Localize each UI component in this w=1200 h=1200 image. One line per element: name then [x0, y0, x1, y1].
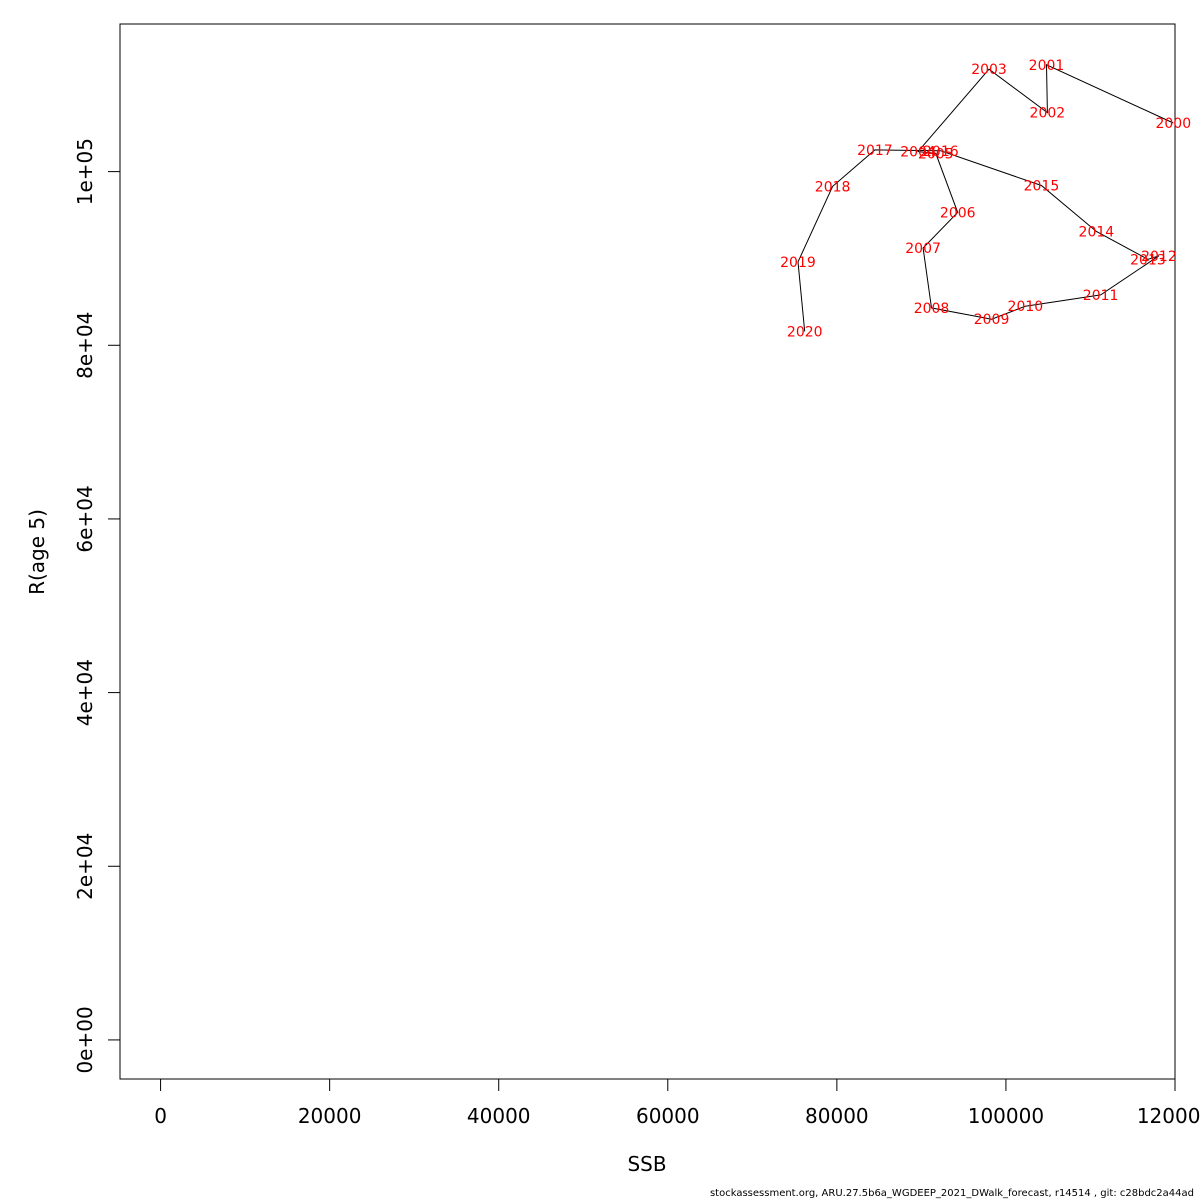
point-label-2000: 2000: [1155, 116, 1191, 132]
x-tick-label: 40000: [467, 1104, 531, 1128]
point-label-2003: 2003: [971, 62, 1007, 78]
point-label-2018: 2018: [815, 179, 851, 195]
point-label-2008: 2008: [914, 301, 950, 317]
point-label-2009: 2009: [974, 312, 1010, 328]
point-label-2017: 2017: [857, 143, 893, 159]
point-label-2004: 2004: [900, 145, 936, 161]
y-tick-label: 6e+04: [73, 485, 97, 552]
y-tick-label: 4e+04: [73, 659, 97, 726]
point-label-2002: 2002: [1030, 106, 1066, 122]
point-label-2012: 2012: [1141, 249, 1177, 265]
x-axis-title: SSB: [627, 1152, 666, 1176]
point-label-2014: 2014: [1079, 225, 1115, 241]
y-axis: 0e+00 2e+04 4e+04 6e+04 8e+04 1e+05: [73, 138, 121, 1074]
x-tick-label: 80000: [805, 1104, 869, 1128]
x-tick-label: 100000: [968, 1104, 1044, 1128]
y-axis-title: R(age 5): [25, 509, 49, 595]
plot-frame: [119, 23, 1176, 1080]
y-tick-label: 2e+04: [73, 833, 97, 900]
point-label-2001: 2001: [1029, 58, 1065, 74]
point-label-2006: 2006: [940, 205, 976, 221]
point-label-2016: 2016: [923, 144, 959, 160]
x-tick-label: 20000: [298, 1104, 362, 1128]
y-tick-label: 1e+05: [73, 138, 97, 205]
footer-credit: stockassessment.org, ARU.27.5b6a_WGDEEP_…: [709, 1188, 1194, 1199]
point-label-2007: 2007: [905, 241, 941, 257]
point-label-2013: 2013: [1130, 252, 1166, 268]
series-line: [797, 64, 1174, 332]
y-tick-label: 0e+00: [73, 1006, 97, 1073]
series-polyline: [797, 64, 1174, 332]
x-tick-label: 60000: [636, 1104, 700, 1128]
y-tick-label: 8e+04: [73, 312, 97, 379]
point-label-2005: 2005: [918, 146, 954, 162]
point-label-2010: 2010: [1008, 299, 1044, 315]
x-tick-label: 0: [154, 1104, 167, 1128]
point-label-2015: 2015: [1024, 179, 1060, 195]
point-label-2019: 2019: [780, 255, 816, 271]
point-label-2020: 2020: [787, 324, 823, 340]
point-label-2011: 2011: [1083, 288, 1119, 304]
